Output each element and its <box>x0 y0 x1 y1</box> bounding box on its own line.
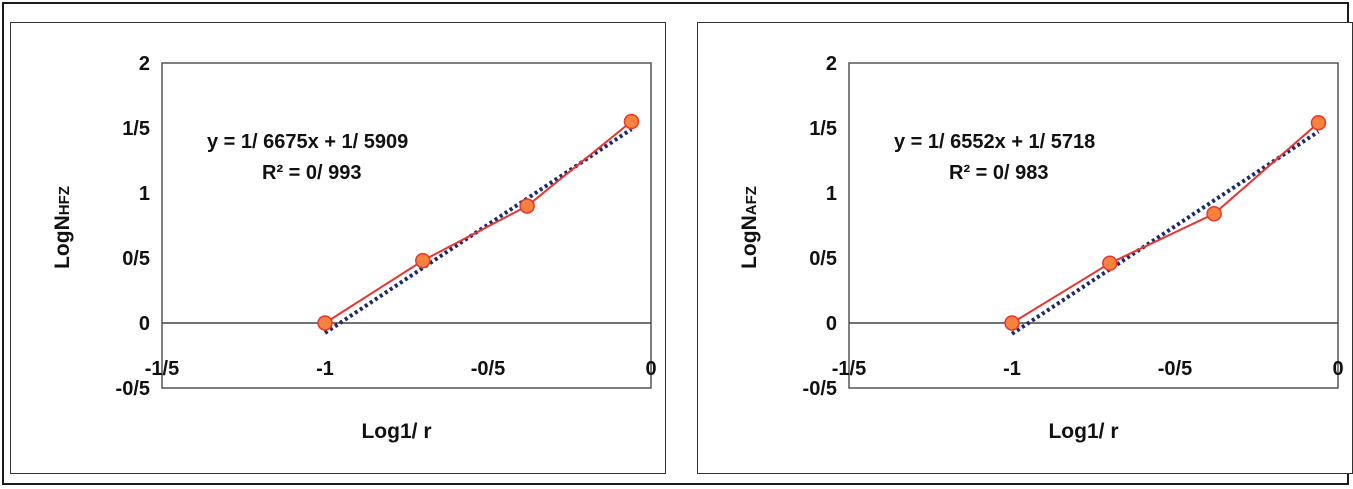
data-point <box>519 198 535 214</box>
series-line <box>324 120 633 324</box>
y-axis-title-subscript: AFZ <box>743 186 760 215</box>
y-tick-label: 2 <box>139 53 150 75</box>
y-tick-label: 1/5 <box>809 118 837 140</box>
trendline-equation: y = 1/ 6675x + 1/ 5909 <box>207 131 408 153</box>
data-point <box>415 252 431 269</box>
plot-area <box>848 62 1339 389</box>
x-tick-label: -1 <box>316 358 334 380</box>
data-point <box>1206 206 1222 222</box>
y-axis-title-main: LogN <box>51 215 74 269</box>
x-axis-title: Log1/ r <box>1048 420 1118 443</box>
y-tick-label: -0/5 <box>116 378 150 400</box>
x-tick-label: 0 <box>1332 358 1343 380</box>
chart-panel-right: 2 1/5 1 0/5 0 -0/5 -1/5 -1 -0/5 0 Log1/ r LogNAFZ y … <box>697 22 1353 474</box>
y-tick-label: 1/5 <box>122 118 150 140</box>
y-axis-title: LogNHFZ <box>51 186 74 269</box>
y-tick-label: 0 <box>139 313 150 335</box>
y-tick-label: 0/5 <box>809 248 837 270</box>
trendline-equation: y = 1/ 6552x + 1/ 5718 <box>894 131 1095 153</box>
r-squared-label: R² = 0/ 983 <box>949 162 1049 184</box>
y-tick-label: 1 <box>826 183 837 205</box>
x-tick-label: 0 <box>645 358 656 380</box>
x-tick-label: -1/5 <box>145 358 179 380</box>
series-line <box>1011 122 1320 324</box>
y-axis-title-main: LogN <box>738 215 761 269</box>
data-point <box>317 315 333 331</box>
data-point <box>623 113 640 130</box>
y-axis-title-subscript: HFZ <box>56 186 73 215</box>
x-tick-label: -1/5 <box>832 358 866 380</box>
data-point <box>1310 115 1327 131</box>
x-tick-label: -0/5 <box>1158 358 1192 380</box>
plot-area <box>161 62 652 389</box>
y-tick-label: -0/5 <box>803 378 837 400</box>
y-axis-title: LogNAFZ <box>738 186 761 269</box>
y-tick-label: 0 <box>826 313 837 335</box>
y-tick-label: 0/5 <box>122 248 150 270</box>
data-point <box>1102 255 1118 271</box>
y-tick-label: 1 <box>139 183 150 205</box>
r-squared-label: R² = 0/ 993 <box>262 162 362 184</box>
chart-panel-left: 2 1/5 1 0/5 0 -0/5 -1/5 -1 -0/5 0 Log1/ r LogNHFZ y … <box>10 22 666 474</box>
x-tick-label: -1 <box>1003 358 1021 380</box>
trendline <box>1010 129 1320 336</box>
x-tick-label: -0/5 <box>471 358 505 380</box>
data-point <box>1004 315 1020 331</box>
x-axis-title: Log1/ r <box>361 420 431 443</box>
y-tick-label: 2 <box>826 53 837 75</box>
